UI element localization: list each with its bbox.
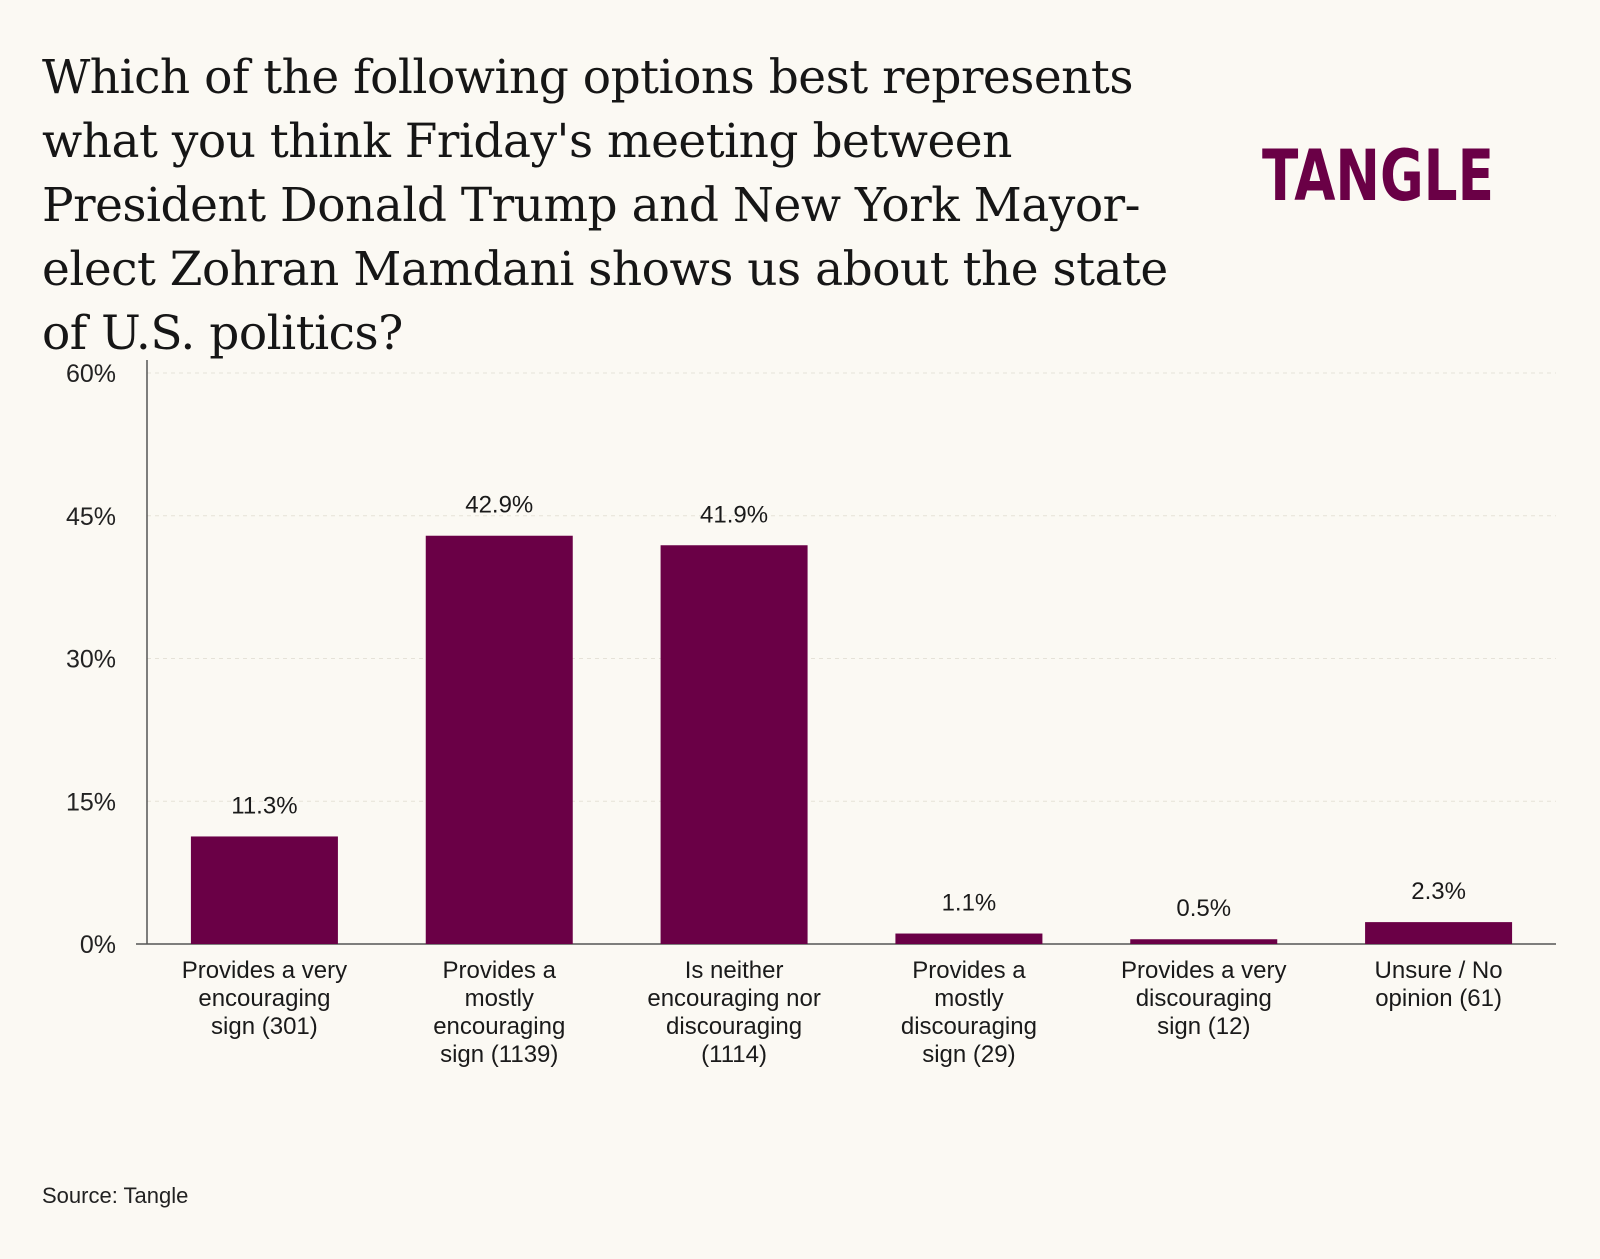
gridlines	[147, 372, 1556, 802]
x-tick-label: Provides a very discouraging sign (12)	[1121, 957, 1286, 1040]
x-tick-label-line: mostly	[465, 985, 534, 1012]
bar	[895, 933, 1043, 944]
x-tick-label-line: discouraging	[901, 1013, 1037, 1040]
y-tick-label: 0%	[80, 931, 116, 959]
x-tick-label-line: sign (12)	[1157, 1013, 1250, 1040]
bar-chart: 0% 15% 30% 45% 60% 11.3% 42.9% 41.9% 1.1% 0.5% 2.…	[66, 360, 1556, 1068]
bar	[1130, 939, 1278, 944]
data-label: 11.3%	[231, 792, 297, 819]
x-tick-label-line: encouraging nor	[647, 985, 820, 1012]
data-label: 0.5%	[1176, 895, 1231, 922]
data-label: 2.3%	[1411, 878, 1466, 905]
x-tick-label: Is neither encouraging nor discouraging (11…	[647, 957, 820, 1068]
x-tick-label-line: Provides a very	[1121, 957, 1286, 984]
tangle-logo: TANGLE	[1262, 138, 1494, 217]
y-tick-label: 30%	[66, 646, 116, 674]
x-tick-label-line: encouraging	[433, 1013, 565, 1040]
x-tick-label: Provides a very encouraging sign (301)	[182, 957, 347, 1040]
x-tick-label-line: mostly	[934, 985, 1003, 1012]
x-tick-label-line: Unsure / No	[1375, 957, 1503, 984]
x-tick-label-line: discouraging	[1136, 985, 1272, 1012]
data-label: 1.1%	[942, 890, 997, 917]
x-tick-label-line: Provides a	[912, 957, 1026, 984]
bars	[190, 535, 1513, 944]
bar	[1365, 922, 1513, 944]
x-tick-label-line: (1114)	[701, 1041, 767, 1068]
source-note: Source: Tangle	[42, 1183, 189, 1208]
x-tick-label-line: Provides a	[443, 957, 557, 984]
x-tick-label-line: sign (1139)	[440, 1041, 558, 1068]
x-tick-label: Unsure / No opinion (61)	[1375, 957, 1503, 1012]
logo-text: TANGLE	[1262, 138, 1494, 217]
x-tick-label-line: Provides a very	[182, 957, 347, 984]
y-tick-label: 15%	[66, 788, 116, 816]
x-tick-label-line: encouraging	[198, 985, 330, 1012]
x-tick-label: Provides a mostly encouraging sign (1139)	[433, 957, 565, 1068]
data-label: 41.9%	[700, 501, 768, 528]
data-label: 42.9%	[465, 492, 533, 519]
chart-title: Which of the following options best repr…	[42, 50, 1168, 361]
value-labels: 11.3% 42.9% 41.9% 1.1% 0.5% 2.3%	[231, 492, 1466, 923]
x-tick-label-line: sign (29)	[922, 1041, 1015, 1068]
x-tick-label: Provides a mostly discouraging sign (29)	[901, 957, 1037, 1068]
bar	[190, 836, 338, 944]
y-tick-label: 45%	[66, 503, 116, 531]
x-tick-label-line: discouraging	[666, 1013, 802, 1040]
y-tick-label: 60%	[66, 360, 116, 388]
x-axis-labels: Provides a very encouraging sign (301)Prov…	[182, 957, 1503, 1068]
x-tick-label-line: Is neither	[685, 957, 784, 984]
y-axis: 0% 15% 30% 45% 60%	[66, 360, 1556, 959]
x-tick-label-line: sign (301)	[211, 1013, 318, 1040]
x-tick-label-line: opinion (61)	[1375, 985, 1502, 1012]
bar	[660, 545, 808, 944]
bar	[425, 535, 573, 944]
